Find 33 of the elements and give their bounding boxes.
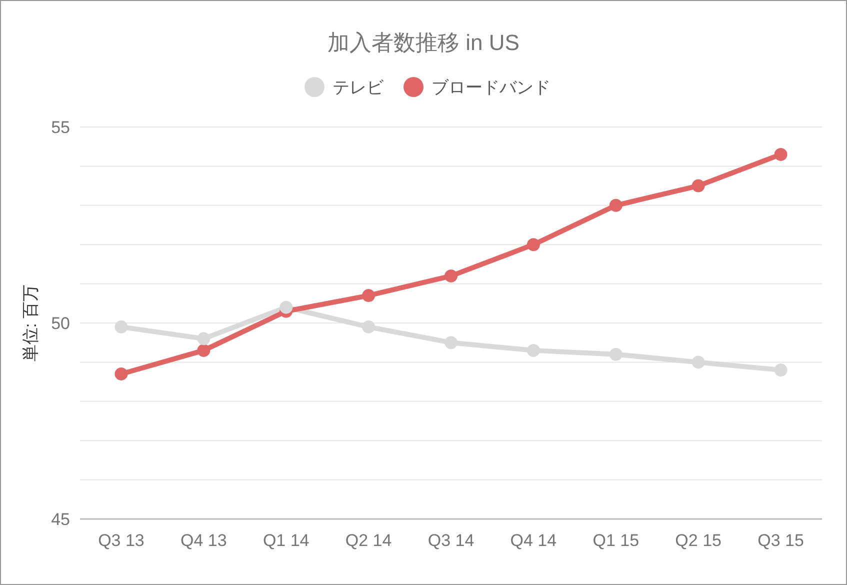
point <box>609 348 622 361</box>
point <box>280 300 293 314</box>
x-tick-label: Q1 14 <box>262 531 310 550</box>
point <box>526 344 540 357</box>
x-tick-label: Q4 13 <box>180 531 227 550</box>
y-tick-label: 50 <box>51 314 70 333</box>
point <box>444 336 458 350</box>
y-tick-label: 45 <box>51 510 70 529</box>
point <box>774 148 788 161</box>
x-tick-label: Q4 14 <box>510 531 557 550</box>
x-tick-label: Q1 15 <box>592 531 640 550</box>
point <box>692 179 705 192</box>
point <box>526 238 540 252</box>
chart-title: 加入者数推移 in US <box>328 30 520 55</box>
point <box>692 356 705 369</box>
x-tick-label: Q3 14 <box>428 531 474 550</box>
x-tick-label: Q3 15 <box>758 531 804 550</box>
legend-label: ブロードバンド <box>432 78 550 97</box>
legend-label: テレビ <box>332 78 384 97</box>
point <box>444 269 458 282</box>
x-tick-label: Q3 13 <box>98 531 144 550</box>
point <box>114 320 128 334</box>
point <box>362 289 376 302</box>
point <box>362 320 376 334</box>
y-tick-label: 55 <box>51 118 70 137</box>
x-tick-label: Q2 14 <box>345 531 392 550</box>
point <box>114 367 128 380</box>
point <box>197 344 210 357</box>
point <box>197 332 210 346</box>
point <box>774 364 788 377</box>
y-axis-title: 単位: 百万 <box>21 284 40 362</box>
x-tick-label: Q2 15 <box>675 531 722 550</box>
point <box>609 198 622 212</box>
